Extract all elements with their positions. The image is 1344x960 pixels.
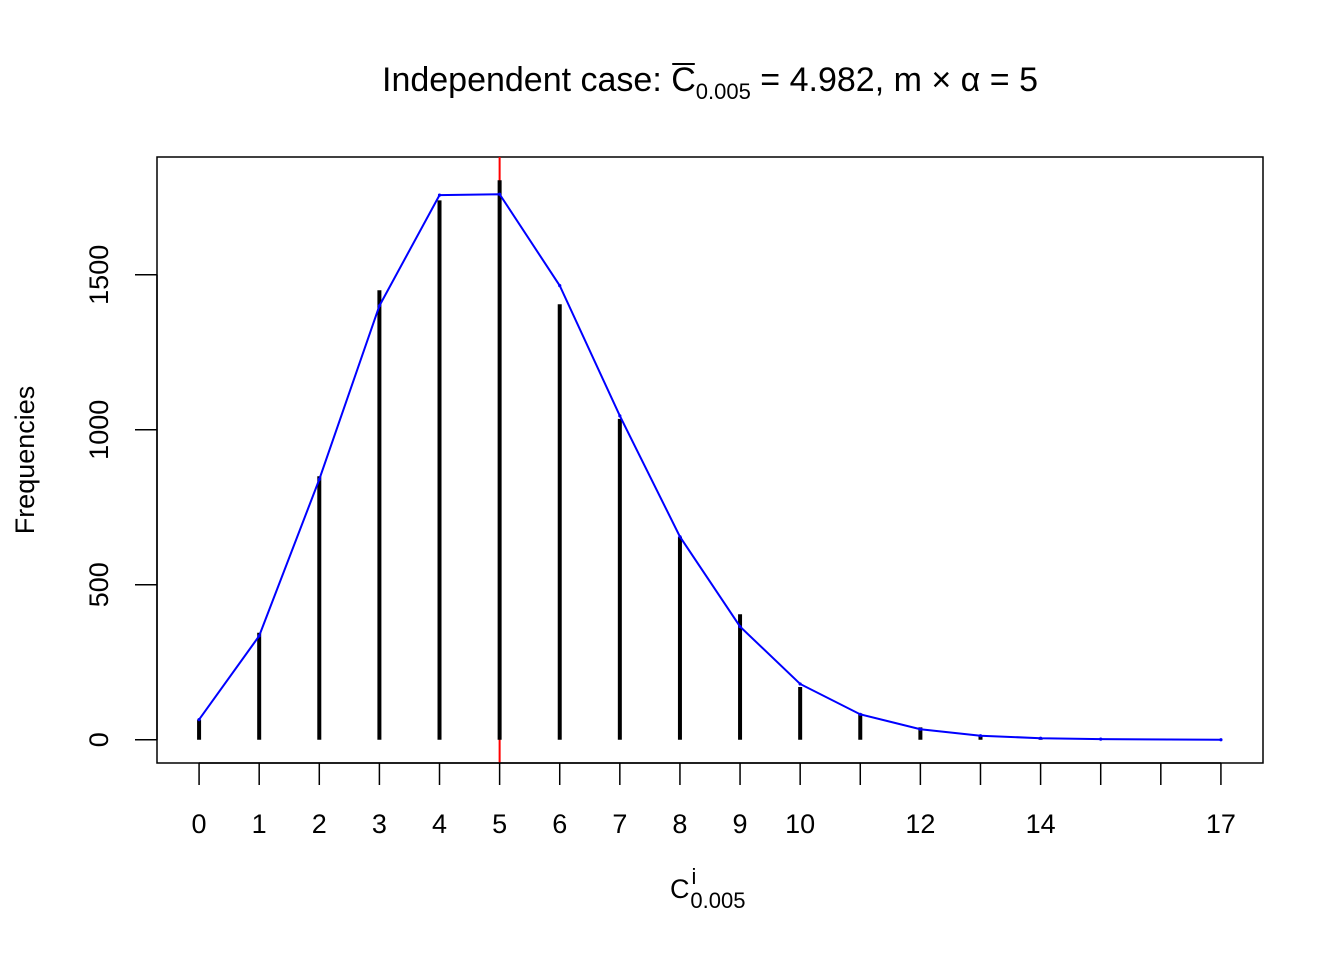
x-tick-label-7: 7	[612, 809, 627, 839]
title-prefix: Independent case:	[382, 61, 671, 99]
x-tick-label-8: 8	[672, 809, 687, 839]
y-tick-label-0: 0	[84, 732, 114, 747]
expected-point-9	[738, 625, 742, 629]
chart-title: Independent case: C0.005 = 4.982, m × α …	[382, 61, 1038, 104]
expected-point-1	[257, 634, 261, 638]
x-axis-label: Ci 0.005	[670, 864, 745, 913]
x-tick-label-14: 14	[1026, 809, 1056, 839]
title-middle: = 4.982, m	[751, 61, 932, 99]
expected-point-10	[798, 682, 802, 686]
expected-point-13	[978, 734, 983, 738]
title-symbol: C	[671, 61, 696, 99]
y-axis-label: Frequencies	[10, 386, 40, 535]
x-tick-label-3: 3	[372, 809, 387, 839]
expected-point-7	[618, 414, 622, 418]
expected-point-0	[197, 718, 201, 722]
expected-point-8	[678, 535, 682, 539]
x-tick-label-9: 9	[733, 809, 748, 839]
x-tick-label-2: 2	[312, 809, 327, 839]
title-alpha: α	[951, 61, 980, 99]
expected-point-11	[858, 712, 862, 716]
expected-point-12	[918, 727, 922, 731]
x-axis: 0 1 2 3 4 5 6 7 8 9 10 12 14 17	[192, 762, 1236, 839]
x-label-subscript: 0.005	[690, 888, 745, 913]
x-tick-label-5: 5	[492, 809, 507, 839]
y-tick-label-500: 500	[84, 562, 114, 607]
x-tick-label-0: 0	[192, 809, 207, 839]
plot-frame	[156, 156, 1264, 764]
x-label-superscript: i	[692, 864, 697, 889]
y-tick-label-1500: 1500	[84, 245, 114, 305]
x-tick-label-10: 10	[785, 809, 815, 839]
x-tick-label-1: 1	[252, 809, 267, 839]
x-tick-label-17: 17	[1206, 809, 1236, 839]
expected-point-2	[317, 477, 321, 481]
expected-line	[198, 193, 1221, 741]
expected-point-17	[1219, 738, 1223, 742]
expected-point-3	[377, 304, 382, 308]
expected-point-6	[558, 284, 562, 288]
expected-point-14	[1038, 736, 1043, 740]
title-suffix: = 5	[980, 61, 1038, 99]
x-tick-label-12: 12	[905, 809, 935, 839]
expected-point-5	[498, 192, 502, 196]
x-label-symbol: C	[670, 874, 690, 904]
x-tick-label-4: 4	[432, 809, 447, 839]
title-times: ×	[931, 61, 951, 99]
expected-point-15	[1099, 737, 1103, 741]
title-subscript: 0.005	[696, 79, 751, 104]
y-tick-label-1000: 1000	[84, 400, 114, 460]
y-axis: 0 500 1000 1500	[84, 245, 158, 747]
x-tick-label-6: 6	[552, 809, 567, 839]
expected-point-4	[437, 193, 442, 197]
